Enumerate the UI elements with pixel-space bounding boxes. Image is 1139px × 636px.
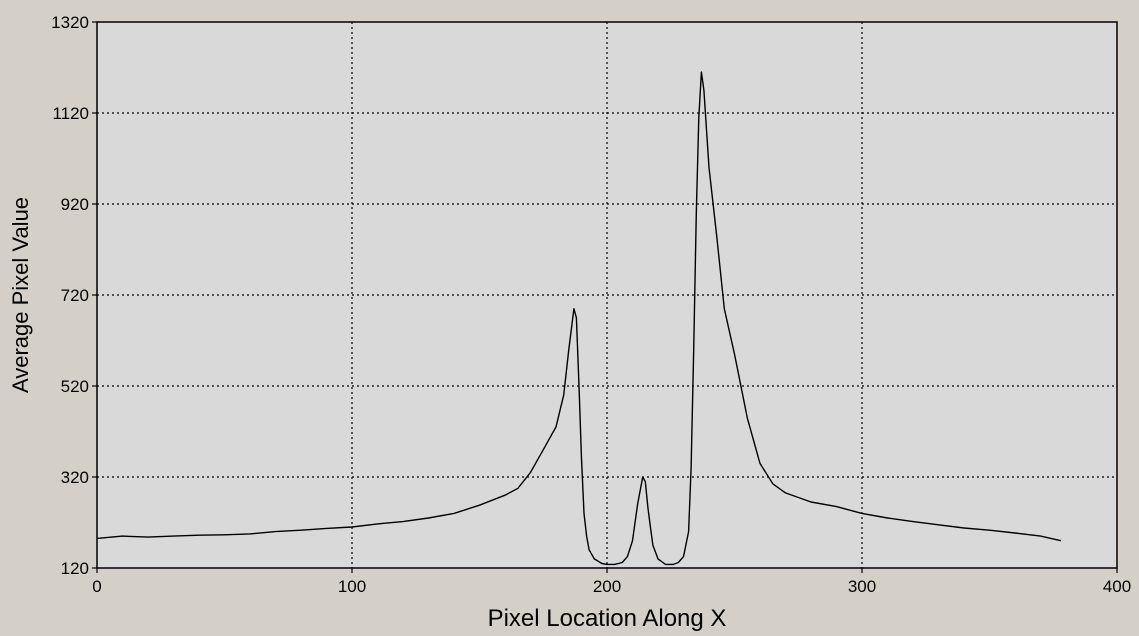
x-tick-label: 400 — [1103, 577, 1131, 596]
y-tick-label: 120 — [61, 559, 89, 578]
x-axis-label: Pixel Location Along X — [488, 605, 727, 631]
y-tick-label: 720 — [61, 286, 89, 305]
x-tick-label: 300 — [848, 577, 876, 596]
y-tick-label: 320 — [61, 468, 89, 487]
grid-lines — [97, 22, 1117, 568]
series-layer — [96, 71, 1062, 566]
y-tick-label: 520 — [61, 377, 89, 396]
series-line-0 — [96, 71, 1062, 566]
plot-frame — [92, 21, 1118, 573]
y-tick-label: 1120 — [52, 104, 89, 123]
y-tick-label: 920 — [61, 195, 89, 214]
y-axis-label: Average Pixel Value — [8, 197, 33, 393]
tick-labels: 0 100 200 300 400 120 320 520 720 920 1120 1320 — [51, 13, 1131, 596]
x-tick-label: 0 — [92, 577, 101, 596]
y-tick-label: 1320 — [51, 13, 89, 32]
x-tick-label: 100 — [338, 577, 366, 596]
x-tick-label: 200 — [593, 577, 621, 596]
